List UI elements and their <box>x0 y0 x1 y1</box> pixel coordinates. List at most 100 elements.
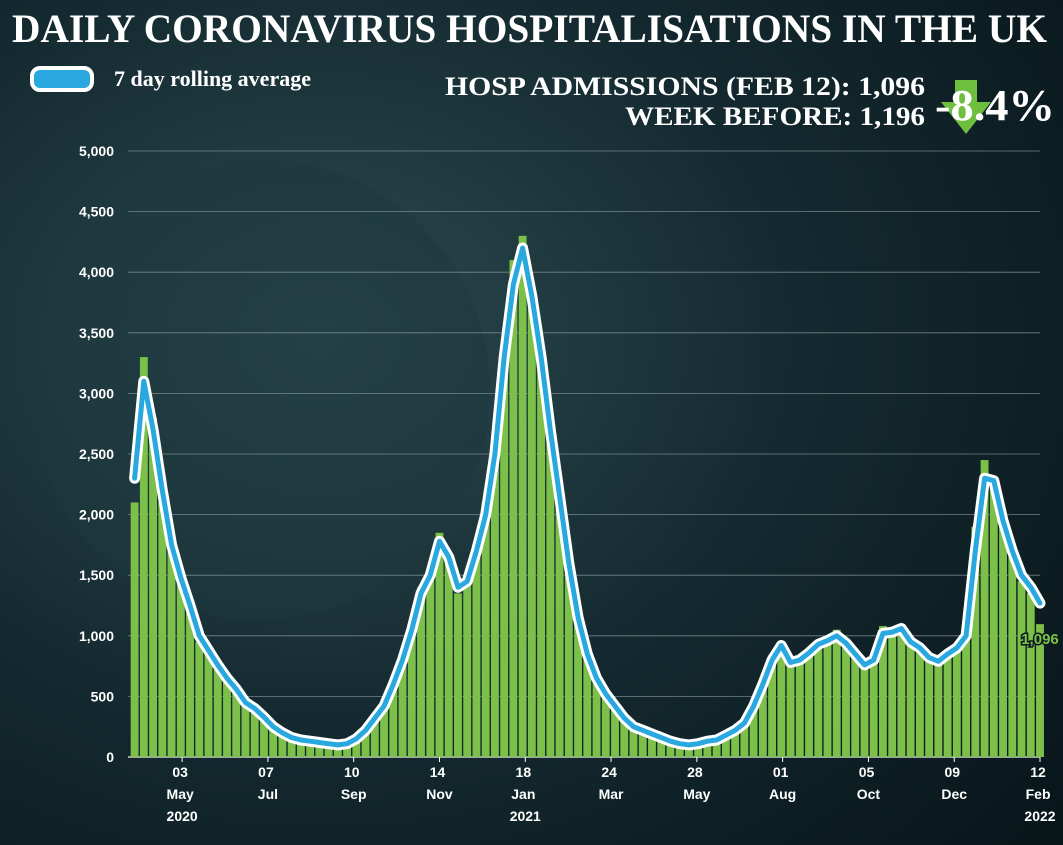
bar <box>897 632 906 757</box>
y-tick-label: 5,000 <box>79 143 114 159</box>
y-tick-label: 3,000 <box>79 385 114 401</box>
bar <box>546 441 555 757</box>
bar <box>592 680 601 757</box>
bar <box>343 743 352 757</box>
bar <box>675 744 684 757</box>
line <box>132 245 1043 748</box>
bar <box>130 502 139 757</box>
x-tick-label: 12 Feb 2022 <box>1024 764 1055 824</box>
bar <box>934 662 943 757</box>
bar <box>740 720 749 757</box>
bar <box>417 587 425 757</box>
x-tick-label: 01 Aug <box>769 764 796 802</box>
bar <box>260 718 268 757</box>
x-tick-label-line: May <box>167 786 198 802</box>
bar <box>925 660 934 757</box>
bar <box>906 644 915 757</box>
plot: 0 500 1,000 1,500 2,000 2,500 3,000 3,500 4,000 4… <box>79 143 1060 824</box>
x-tick-label-line: Aug <box>769 786 796 802</box>
bar <box>167 550 176 757</box>
bar <box>694 743 703 757</box>
bar <box>158 502 167 757</box>
bar <box>620 719 629 757</box>
bar-value-label: 1,096 <box>1021 631 1059 648</box>
bar <box>481 502 490 757</box>
bar <box>407 623 416 757</box>
bar <box>962 629 971 757</box>
x-tick-label-line: Jan <box>511 786 539 802</box>
bar <box>315 743 324 757</box>
bar <box>223 679 231 757</box>
bar <box>1017 581 1026 757</box>
bar <box>888 634 897 757</box>
bar <box>989 478 998 757</box>
bar <box>648 735 656 757</box>
bar <box>287 738 296 757</box>
bar <box>943 652 952 757</box>
x-tick-label: 24 Mar <box>599 764 624 802</box>
x-tick-label: 03 May 2020 <box>167 764 198 824</box>
x-tick-label-line: 03 <box>172 764 191 780</box>
bar <box>333 745 342 757</box>
bar <box>823 637 832 757</box>
bar <box>758 679 767 757</box>
bar <box>269 727 278 757</box>
chart-title: DAILY CORONAVIRUS HOSPITALISATIONS IN TH… <box>12 6 1047 51</box>
legend-label: 7 day rolling average <box>114 66 311 91</box>
legend-swatch <box>30 66 94 92</box>
x-tick-label: 09 Dec <box>941 764 967 802</box>
bar <box>324 744 333 757</box>
x-tick-label-line: Feb <box>1026 786 1055 802</box>
bar <box>611 708 619 757</box>
bar <box>749 702 758 757</box>
x-tick-label-line: 24 <box>601 764 620 780</box>
bar <box>703 741 712 757</box>
bar <box>352 737 361 757</box>
header-admissions: HOSP ADMISSIONS (FEB 12): 1,096 <box>445 72 925 101</box>
bar <box>537 369 546 757</box>
bar <box>490 441 499 757</box>
bar <box>583 657 592 757</box>
header-week-before: WEEK BEFORE: 1,196 <box>625 102 925 131</box>
bar <box>915 650 924 757</box>
bar <box>666 741 675 757</box>
bar <box>814 640 823 757</box>
x-tick-label-line: 2020 <box>167 808 198 824</box>
bar <box>454 593 462 757</box>
bar <box>805 650 813 757</box>
x-tick-label-line: Oct <box>857 786 881 802</box>
y-tick-label: 2,000 <box>79 507 114 523</box>
x-tick-label: 14 Nov <box>426 764 453 802</box>
y-tick-label: 3,500 <box>79 325 114 341</box>
x-tick-label-line: 05 <box>859 764 878 780</box>
x-tick-label-line: 2022 <box>1024 808 1055 824</box>
bar <box>398 655 407 757</box>
bar <box>731 729 740 757</box>
y-tick-label: 2,500 <box>79 446 114 462</box>
bar <box>518 235 527 758</box>
bar <box>1036 624 1044 757</box>
bar <box>712 739 721 757</box>
bar <box>139 357 148 757</box>
bar <box>980 460 989 757</box>
bar <box>176 575 185 757</box>
bar <box>638 731 647 757</box>
bar <box>999 526 1007 757</box>
down-arrow <box>941 80 991 134</box>
x-tick-label: 10 Sep <box>341 764 367 802</box>
bar <box>250 710 259 757</box>
bar <box>361 729 370 757</box>
bar <box>380 703 388 757</box>
bar <box>213 667 222 757</box>
bar <box>684 745 693 757</box>
bar <box>241 701 250 757</box>
bar <box>472 544 481 757</box>
bar <box>851 656 860 757</box>
bar <box>435 532 444 757</box>
bar <box>306 741 315 757</box>
y-tick-label: 0 <box>106 749 114 765</box>
bar <box>555 508 564 757</box>
x-tick-label-line: 14 <box>430 764 449 780</box>
bar <box>509 260 518 757</box>
